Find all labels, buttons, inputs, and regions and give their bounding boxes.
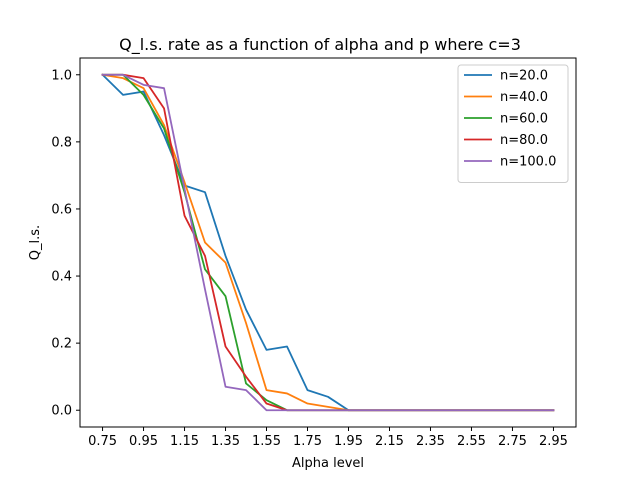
y-axis-title: Q_l.s. <box>28 225 43 260</box>
x-axis: 0.75 0.95 1.15 1.35 1.55 1.75 1.95 2.15 2.35 2.55… <box>88 427 568 449</box>
x-tick-label: 0.75 <box>88 434 117 449</box>
x-axis-title: Alpha level <box>292 456 364 471</box>
x-tick-label: 2.15 <box>375 434 404 449</box>
x-tick-label: 2.95 <box>539 434 568 449</box>
x-tick-label: 2.55 <box>457 434 486 449</box>
legend-entry-label: n=40.0 <box>500 90 548 105</box>
chart-title: Q_l.s. rate as a function of alpha and p… <box>119 35 521 55</box>
legend-entry-label: n=80.0 <box>500 133 548 148</box>
y-tick-label: 0.8 <box>51 135 72 150</box>
y-tick-label: 0.6 <box>51 202 72 217</box>
legend-entry-label: n=60.0 <box>500 112 548 127</box>
legend-entry-label: n=100.0 <box>500 155 556 170</box>
plot-area-frame <box>79 57 577 428</box>
y-tick-label: 0.2 <box>51 337 72 352</box>
series-layer <box>101 73 555 412</box>
x-tick-label: 1.35 <box>211 434 240 449</box>
x-tick-label: 1.55 <box>252 434 281 449</box>
x-tick-label: 1.15 <box>170 434 199 449</box>
legend: n=20.0 n=40.0 n=60.0 n=80.0 n=100.0 <box>457 64 569 183</box>
x-tick-label: 0.95 <box>129 434 158 449</box>
y-tick-label: 0.0 <box>51 404 72 419</box>
x-tick-label: 1.75 <box>293 434 322 449</box>
legend-entry-label: n=20.0 <box>500 69 548 84</box>
y-axis: 0.0 0.2 0.4 0.6 0.8 1.0 <box>51 68 80 419</box>
x-tick-label: 2.35 <box>416 434 445 449</box>
x-tick-label: 2.75 <box>498 434 527 449</box>
legend-box <box>457 64 569 183</box>
series-line-n=100.0 <box>101 73 555 412</box>
y-tick-label: 0.4 <box>51 270 72 285</box>
y-tick-label: 1.0 <box>51 68 72 83</box>
x-tick-label: 1.95 <box>334 434 363 449</box>
